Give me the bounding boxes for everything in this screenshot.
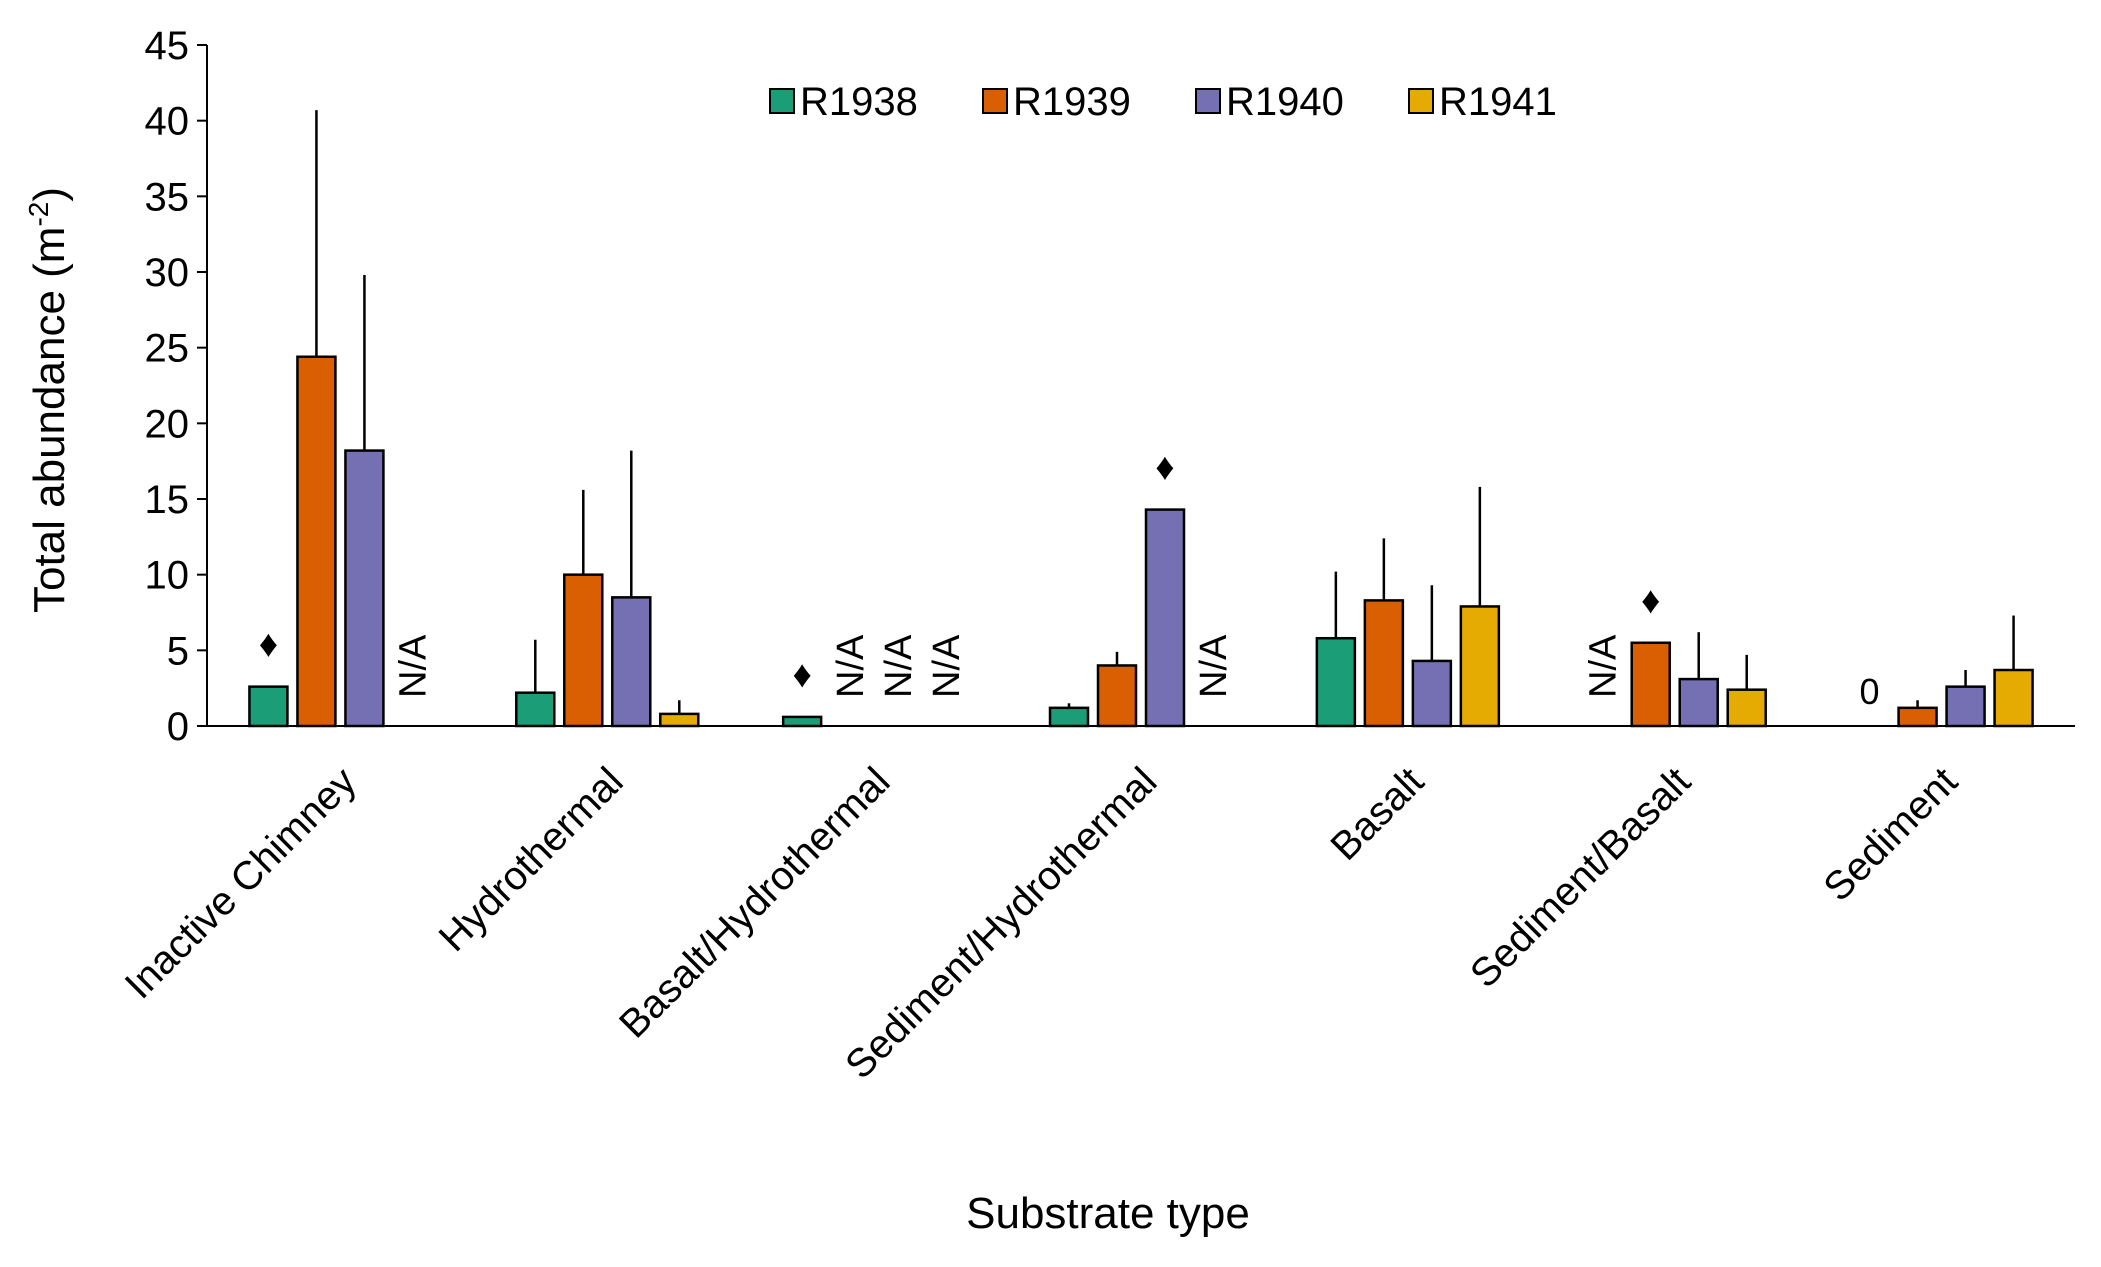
y-tick-label: 45 [145, 24, 190, 68]
category-label: Hydrothermal [431, 759, 632, 960]
bar-R1940-6 [1945, 685, 1986, 728]
y-axis-title-suffix: ) [25, 187, 74, 202]
bar-R1940-5 [1678, 677, 1719, 728]
y-tick-label: 10 [145, 554, 190, 598]
diamond-marker: ♦ [1641, 580, 1660, 622]
category-label: Basalt [1322, 759, 1432, 869]
category-label: Sediment/Basalt [1462, 759, 1699, 996]
y-axis-title: Total abundance (m-2) [23, 187, 74, 613]
legend-label-R1939: R1939 [1013, 80, 1131, 124]
category-label: Sediment/Hydrothermal [837, 759, 1165, 1087]
y-tick-label: 40 [145, 100, 190, 144]
bar-R1938-0 [248, 685, 289, 728]
zero-value-label: 0 [1860, 671, 1880, 712]
x-axis-title: Substrate type [966, 1189, 1250, 1238]
legend-label-R1938: R1938 [800, 80, 918, 124]
bar-R1939-1 [563, 573, 604, 728]
bar-R1940-4 [1411, 659, 1453, 728]
na-label: N/A [392, 634, 434, 698]
bar-R1941-5 [1726, 688, 1767, 728]
y-axis-title-main: Total abundance (m [25, 227, 74, 613]
na-label: N/A [926, 634, 968, 698]
legend-swatch-R1939 [982, 88, 1008, 114]
y-axis-title-superscript: -2 [23, 202, 54, 227]
y-tick-label: 35 [145, 175, 190, 219]
bar-R1941-1 [659, 712, 700, 728]
bar-R1938-3 [1048, 706, 1090, 728]
y-tick-label: 20 [145, 402, 190, 446]
category-label: Basalt/Hydrothermal [611, 759, 898, 1046]
na-label: N/A [1193, 634, 1235, 698]
na-label: N/A [1583, 634, 1625, 698]
bar-R1939-6 [1897, 706, 1938, 728]
na-label: N/A [878, 634, 920, 698]
bar-R1940-0 [344, 449, 385, 728]
legend-swatch-R1938 [769, 88, 795, 114]
bar-R1940-1 [611, 596, 652, 728]
category-label: Inactive Chimney [117, 759, 365, 1007]
category-label: Sediment [1815, 759, 1966, 910]
bar-R1938-4 [1315, 636, 1357, 728]
diamond-marker: ♦ [1155, 447, 1174, 489]
bar-R1941-6 [1993, 668, 2034, 728]
y-tick-label: 5 [167, 629, 189, 673]
bar-R1939-5 [1630, 641, 1671, 728]
bar-R1939-4 [1363, 599, 1405, 728]
bar-R1939-3 [1096, 664, 1138, 728]
legend-swatch-R1941 [1408, 88, 1434, 114]
diamond-marker: ♦ [259, 624, 278, 666]
legend-label-R1940: R1940 [1226, 80, 1344, 124]
legend-label-R1941: R1941 [1439, 80, 1557, 124]
bar-R1939-0 [296, 355, 337, 728]
na-label: N/A [830, 634, 872, 698]
bar-R1938-1 [515, 691, 556, 728]
y-tick-label: 15 [145, 478, 190, 522]
bar-R1941-4 [1459, 605, 1501, 728]
bar-R1938-2 [781, 715, 823, 728]
y-tick-label: 0 [167, 705, 189, 749]
diamond-marker: ♦ [792, 654, 811, 696]
legend-swatch-R1940 [1195, 88, 1221, 114]
bar-R1940-3 [1144, 508, 1186, 728]
y-tick-label: 25 [145, 327, 190, 371]
y-tick-label: 30 [145, 251, 190, 295]
